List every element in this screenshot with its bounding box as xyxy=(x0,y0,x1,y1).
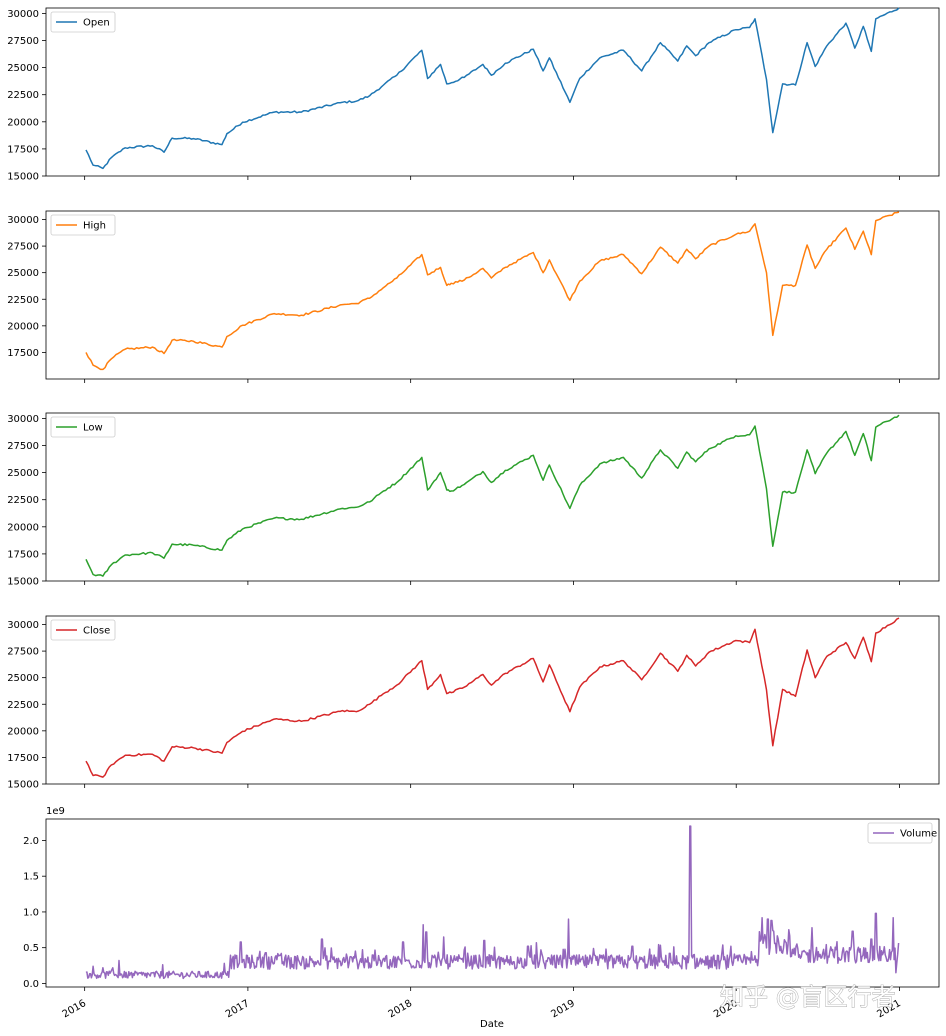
legend-label: Low xyxy=(83,423,103,434)
y-tick-label: 25000 xyxy=(7,63,39,74)
legend-box xyxy=(50,619,116,641)
y-tick-label: 22500 xyxy=(7,495,39,506)
y-tick-label: 1.5 xyxy=(23,872,39,883)
watermark: 知乎 @盲区行者 xyxy=(720,983,896,1011)
y-tick-label: 22500 xyxy=(7,295,39,306)
y-tick-label: 27500 xyxy=(7,242,39,253)
legend: Volume xyxy=(867,822,937,844)
y-tick-label: 15000 xyxy=(7,577,39,588)
plot-frame xyxy=(45,818,940,988)
x-axis-title: Date xyxy=(480,1019,504,1030)
legend-label: Open xyxy=(83,18,110,29)
y-offset-label: 1e9 xyxy=(46,806,65,817)
y-tick-label: 22500 xyxy=(7,700,39,711)
y-tick-label: 20000 xyxy=(7,726,39,737)
subplot-volume: 0.0 0.5 1.0 1.5 2.0 1e9 Volume xyxy=(23,806,940,991)
plot-frame xyxy=(45,7,940,177)
y-tick-label: 22500 xyxy=(7,90,39,101)
subplot-low: 15000 17500 20000 22500 25000 27500 30000 Low xyxy=(7,412,940,588)
y-tick-label: 2.0 xyxy=(23,836,39,847)
plot-frame xyxy=(45,412,940,582)
legend-box xyxy=(50,416,116,438)
y-tick-label: 30000 xyxy=(7,9,39,20)
subplot-high: 17500 20000 22500 25000 27500 30000 High xyxy=(7,210,940,383)
y-tick-label: 15000 xyxy=(7,172,39,183)
legend-box xyxy=(50,11,116,33)
legend: Open xyxy=(50,11,116,33)
y-tick-label: 17500 xyxy=(7,348,39,359)
y-tick-label: 27500 xyxy=(7,441,39,452)
y-tick-label: 27500 xyxy=(7,647,39,658)
series-line-open xyxy=(85,7,900,170)
legend: Low xyxy=(50,416,116,438)
y-tick-label: 17500 xyxy=(7,753,39,764)
y-tick-label: 30000 xyxy=(7,414,39,425)
legend-label: Close xyxy=(83,626,110,637)
y-tick-label: 20000 xyxy=(7,117,39,128)
y-tick-label: 15000 xyxy=(7,780,39,791)
plot-frame xyxy=(45,210,940,380)
series-line-close xyxy=(85,617,900,778)
legend-label: Volume xyxy=(900,829,937,840)
y-tick-label: 25000 xyxy=(7,673,39,684)
y-tick-label: 0.0 xyxy=(23,979,39,990)
y-tick-label: 17500 xyxy=(7,144,39,155)
subplot-close: 15000 17500 20000 22500 25000 27500 30000 Close xyxy=(7,615,940,791)
y-tick-label: 27500 xyxy=(7,36,39,47)
y-tick-label: 30000 xyxy=(7,620,39,631)
y-tick-label: 0.5 xyxy=(23,943,39,954)
subplots: 15000175002000022500250002750030000Open1… xyxy=(7,7,940,991)
y-tick-label: 30000 xyxy=(7,215,39,226)
subplot-open: 15000 17500 20000 22500 25000 27500 30000 Open xyxy=(7,7,940,183)
y-tick-label: 17500 xyxy=(7,549,39,560)
y-tick-label: 20000 xyxy=(7,321,39,332)
legend: Close xyxy=(50,619,116,641)
legend-box xyxy=(867,822,933,844)
legend-box xyxy=(50,214,116,236)
plot-frame xyxy=(45,615,940,785)
y-tick-label: 25000 xyxy=(7,468,39,479)
legend-label: High xyxy=(83,221,106,232)
series-line-volume xyxy=(85,825,900,980)
legend: High xyxy=(50,214,116,236)
y-tick-label: 20000 xyxy=(7,522,39,533)
series-line-high xyxy=(85,211,900,371)
series-line-low xyxy=(85,414,900,577)
y-tick-label: 1.0 xyxy=(23,907,39,918)
y-tick-label: 25000 xyxy=(7,268,39,279)
